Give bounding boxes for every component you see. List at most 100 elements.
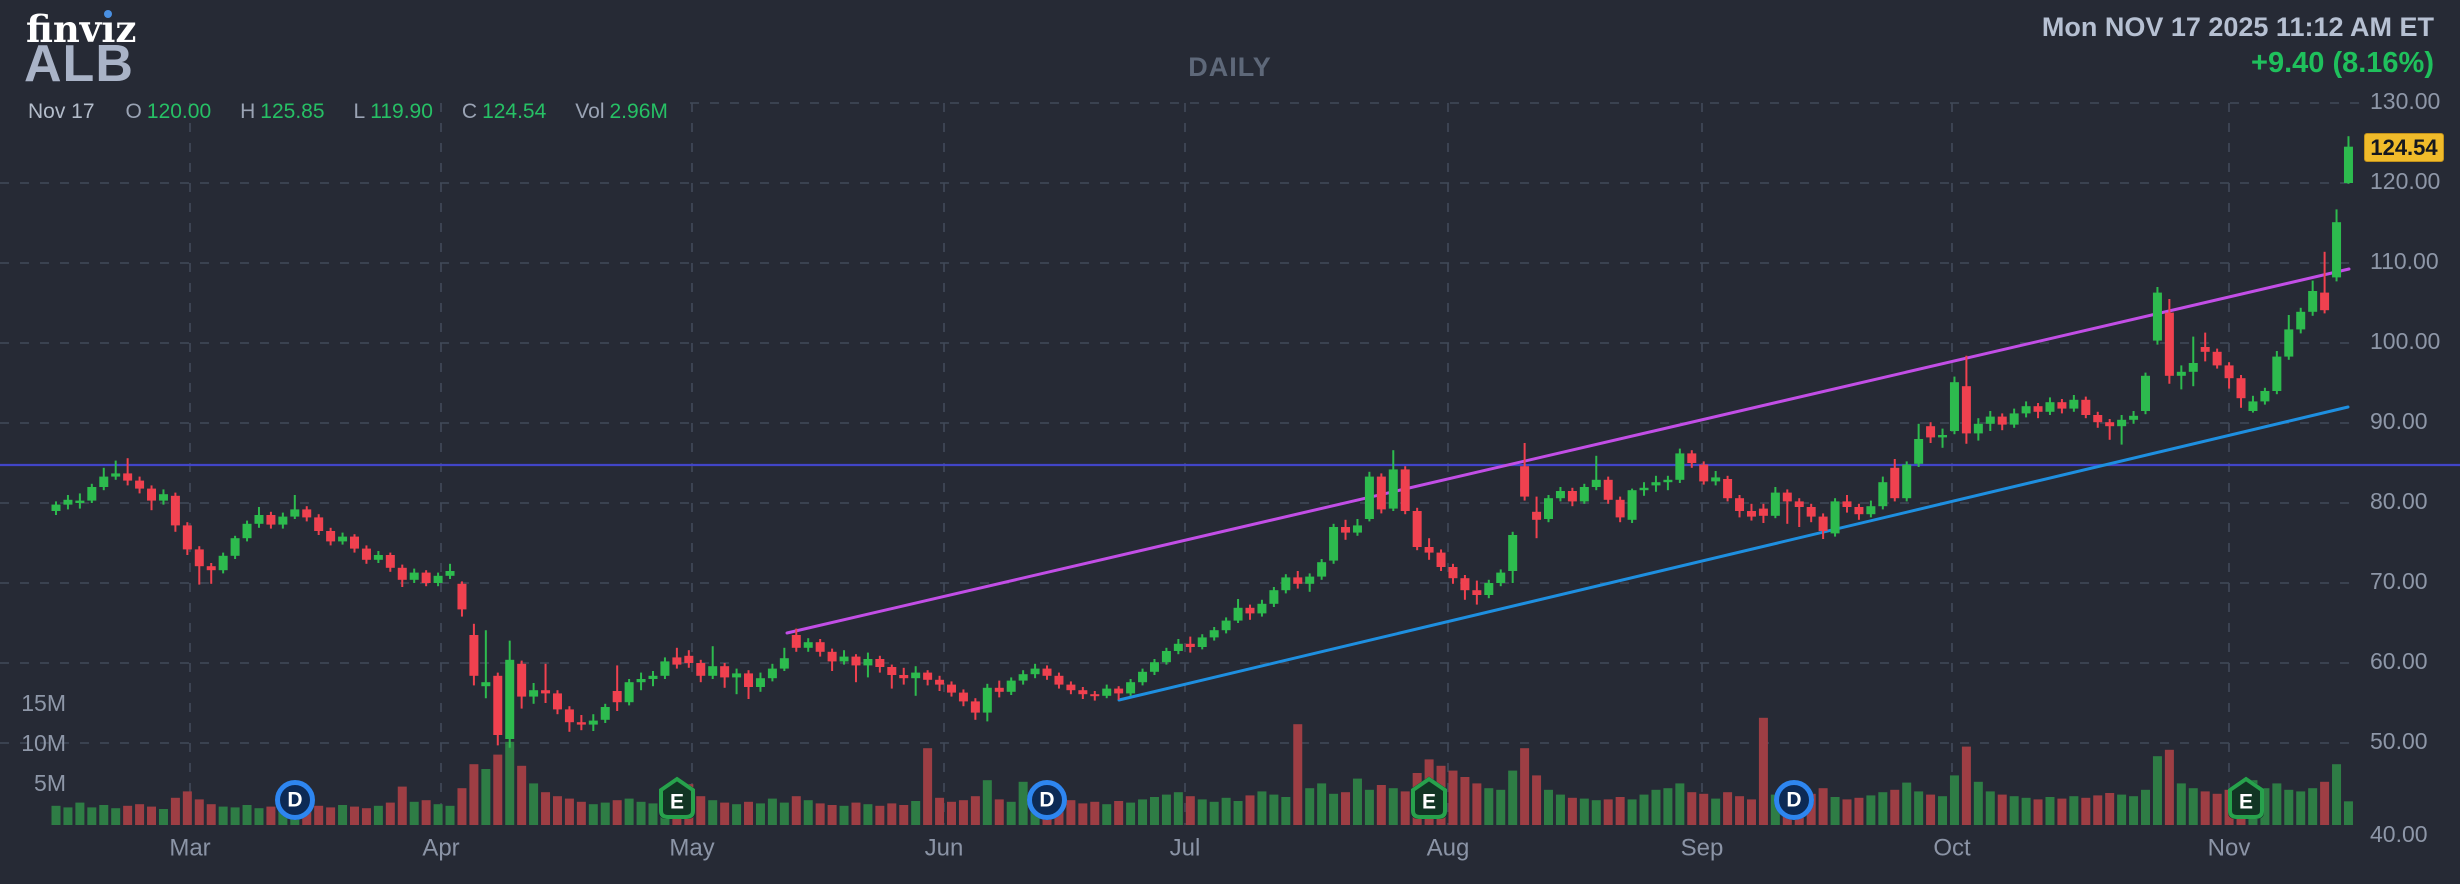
earnings-badge[interactable]: E [2228, 776, 2264, 820]
candle-body [982, 687, 992, 713]
timeframe-label: DAILY [1188, 52, 1272, 82]
volume-bar [385, 802, 395, 825]
volume-bar [887, 803, 897, 825]
candle-body [1567, 491, 1577, 502]
volume-bar [2200, 791, 2210, 825]
trend-line-lower-channel-blue[interactable] [1117, 405, 2350, 702]
candle-body [1603, 479, 1613, 500]
candle-body [1997, 416, 2007, 425]
candle-body [2021, 406, 2031, 414]
volume-bar [1352, 778, 1362, 825]
candle-body [2117, 419, 2127, 427]
candle-body [1221, 620, 1231, 631]
candle-body [135, 480, 145, 489]
candle-body [505, 659, 515, 739]
candle-body [2308, 291, 2318, 312]
earnings-badge[interactable]: E [659, 776, 695, 820]
candle-body [1615, 499, 1625, 518]
month-axis-label: Jul [1170, 834, 1201, 861]
volume-bar [1758, 717, 1768, 825]
volume-bar [182, 791, 192, 825]
earnings-badge[interactable]: E [1411, 776, 1447, 820]
candle-body [1054, 675, 1064, 685]
candle-body [397, 567, 407, 580]
candle-body [1209, 630, 1219, 638]
volume-bar [2320, 781, 2330, 825]
volume-bar [1520, 748, 1530, 825]
volume-bar [744, 801, 754, 825]
volume-bar [552, 796, 562, 825]
volume-bar [2117, 794, 2127, 825]
volume-bar [1914, 791, 1924, 825]
volume-bar [791, 796, 801, 825]
dividend-badge[interactable]: D [1027, 780, 1067, 820]
candle-body [2069, 399, 2079, 409]
candle-body [660, 661, 670, 676]
price-axis-label: 60.00 [2370, 648, 2428, 674]
volume-bar [851, 802, 861, 825]
volume-bar [1221, 797, 1231, 825]
volume-bar [1472, 783, 1482, 825]
dividend-badge[interactable]: D [275, 780, 315, 820]
candle-body [206, 566, 216, 571]
badge-circle [275, 780, 315, 820]
volume-bar [1663, 788, 1673, 825]
candle-body [1364, 476, 1374, 519]
volume-bar [970, 796, 980, 825]
badge-circle [1774, 780, 1814, 820]
month-axis-label: Jun [925, 834, 964, 861]
candle-body [1197, 637, 1207, 647]
volume-bar [2021, 797, 2031, 825]
volume-bar [779, 802, 789, 825]
candle-body [2200, 347, 2210, 352]
badge-letter: E [2239, 791, 2253, 814]
volume-bar [839, 805, 849, 825]
candle-body [803, 642, 813, 648]
volume-bar [1627, 799, 1637, 825]
candle-body [1293, 577, 1303, 584]
candle-body [266, 515, 276, 525]
candle-body [1161, 651, 1171, 663]
candle-body [433, 575, 443, 583]
logo-text: z [115, 7, 137, 51]
price-axis-label: 130.00 [2370, 88, 2440, 114]
volume-bar [2081, 797, 2091, 825]
candle-body [2188, 363, 2198, 372]
volume-bar [2105, 793, 2115, 825]
candle-body [1866, 506, 1876, 515]
volume-bar [1997, 794, 2007, 825]
volume-bar [2260, 788, 2270, 825]
month-axis-label: Nov [2208, 834, 2251, 861]
volume-bar [875, 805, 885, 825]
volume-bar [696, 796, 706, 825]
volume-bar [493, 754, 503, 825]
volume-bar [75, 802, 85, 825]
finviz-logo[interactable]: finvı z [26, 7, 136, 51]
candle-body [1329, 527, 1339, 561]
volume-bar [1615, 797, 1625, 825]
volume-bar [767, 798, 777, 825]
volume-bar [1985, 791, 1995, 825]
candle-body [1938, 435, 1948, 438]
volume-bar [1603, 799, 1613, 825]
volume-bar [1400, 791, 1410, 825]
candle-body [1723, 479, 1733, 499]
candle-body [2332, 222, 2342, 278]
candle-body [170, 495, 180, 526]
candle-body [1520, 466, 1530, 497]
volume-bar [1233, 801, 1243, 825]
volume-bar [1926, 794, 1936, 825]
volume-bar [636, 801, 646, 825]
candle-body [350, 536, 359, 549]
candle-body [254, 515, 264, 524]
volume-value: 2.96M [609, 100, 668, 123]
trend-line-upper-channel-magenta[interactable] [785, 267, 2351, 635]
volume-bar [206, 804, 216, 825]
volume-bar [803, 800, 813, 825]
dividend-badge[interactable]: D [1774, 780, 1814, 820]
candle-body [958, 692, 968, 702]
volume-bar [218, 806, 228, 825]
volume-bar [1376, 785, 1386, 825]
candle-body [469, 635, 479, 676]
